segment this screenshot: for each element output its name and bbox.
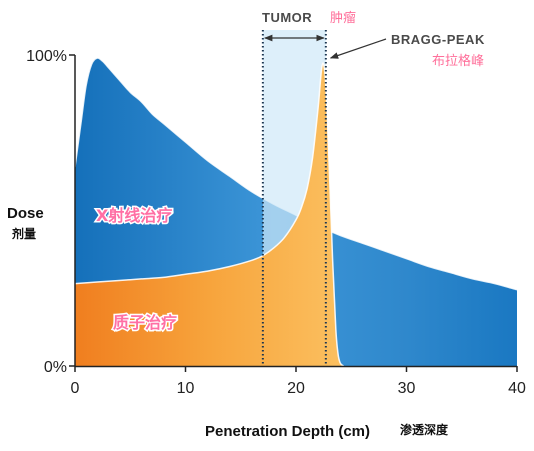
x-tick-label: 30 — [398, 380, 416, 397]
tumor-label-cn: 肿瘤 — [330, 10, 356, 26]
x-tick-label: 10 — [177, 380, 195, 397]
x-tick-label: 40 — [508, 380, 526, 397]
y-axis-title-cn: 剂量 — [11, 226, 36, 241]
x-axis-title: Penetration Depth (cm) — [205, 423, 370, 440]
x-tick-label: 0 — [71, 380, 80, 397]
proton-dose-line — [74, 62, 345, 367]
y-tick-label: 100% — [26, 48, 67, 65]
y-tick-label: 0% — [44, 359, 67, 376]
proton-dose-area — [75, 63, 344, 366]
proton-series-label: 质子治疗 — [113, 313, 177, 332]
bragg-peak-label-cn: 布拉格峰 — [432, 53, 484, 69]
x-tick-label: 20 — [287, 380, 305, 397]
x-axis-title-cn: 渗透深度 — [400, 422, 449, 437]
xray-series-label: X射线治疗 — [96, 206, 172, 225]
y-axis-title: Dose — [7, 205, 44, 222]
bragg-peak-arrow — [329, 38, 387, 59]
bragg-peak-label: BRAGG-PEAK — [391, 32, 485, 47]
xray-dose-line — [74, 57, 518, 291]
tumor-label: TUMOR — [262, 10, 312, 25]
